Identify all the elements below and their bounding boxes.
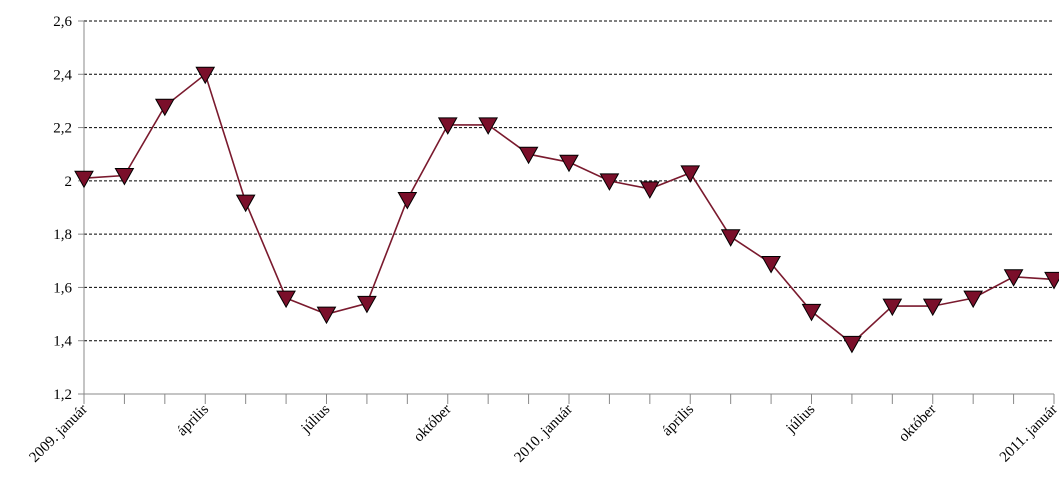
data-point-marker bbox=[235, 194, 256, 213]
y-tick-label: 2,4 bbox=[53, 67, 72, 83]
x-tick-label: április bbox=[174, 401, 212, 439]
axes bbox=[78, 20, 1055, 404]
y-tick-label: 2,6 bbox=[53, 14, 72, 30]
x-tick-label: 2009. január bbox=[26, 402, 90, 466]
y-tick-label: 1,6 bbox=[53, 280, 72, 296]
grid-lines bbox=[84, 20, 1054, 342]
data-point-marker bbox=[680, 165, 701, 183]
data-point-marker bbox=[963, 290, 984, 309]
data-point-marker bbox=[518, 146, 539, 165]
x-tick-label: július bbox=[298, 401, 334, 437]
x-tick-label: július bbox=[783, 401, 819, 437]
y-tick-label: 1,4 bbox=[53, 334, 72, 350]
data-point-marker bbox=[195, 66, 216, 85]
y-tick-labels: 1,2 1,4 1,6 1,8 2 2,2 2,4 2,6 bbox=[53, 14, 72, 403]
data-point-marker bbox=[761, 255, 781, 274]
data-point-marker bbox=[437, 117, 458, 135]
x-tick-label: október bbox=[411, 402, 455, 446]
data-point-marker bbox=[1003, 269, 1024, 287]
data-point-marker bbox=[842, 335, 862, 354]
data-point-marker bbox=[357, 295, 377, 314]
x-tick-labels: 2009. január április július október 2010. ja… bbox=[26, 401, 1059, 465]
data-point-marker bbox=[801, 303, 822, 322]
data-point-marker bbox=[316, 306, 337, 325]
x-tick-label: 2011. január bbox=[997, 402, 1059, 466]
data-point-marker bbox=[1044, 271, 1059, 290]
y-tick-label: 1,2 bbox=[53, 387, 72, 403]
data-point-marker bbox=[114, 168, 135, 186]
data-point-marker bbox=[397, 192, 418, 210]
series-markers bbox=[74, 66, 1059, 354]
data-point-marker bbox=[639, 181, 660, 199]
x-tick-label: október bbox=[896, 402, 940, 446]
series-line bbox=[83, 72, 1055, 345]
data-point-marker bbox=[74, 170, 94, 189]
x-tick-label: 2010. január bbox=[511, 402, 575, 466]
y-tick-label: 1,8 bbox=[53, 227, 72, 243]
y-tick-label: 2,2 bbox=[53, 121, 72, 137]
data-point-marker bbox=[154, 98, 175, 117]
data-point-marker bbox=[478, 117, 499, 135]
data-point-marker bbox=[599, 173, 620, 191]
y-tick-label: 2 bbox=[65, 174, 73, 190]
data-point-marker bbox=[559, 154, 579, 173]
data-point-marker bbox=[720, 229, 741, 247]
data-point-marker bbox=[276, 290, 296, 309]
x-tick-label: április bbox=[659, 401, 697, 439]
data-point-marker bbox=[882, 298, 903, 317]
data-point-marker bbox=[922, 298, 943, 317]
series-line-path bbox=[83, 72, 1055, 345]
